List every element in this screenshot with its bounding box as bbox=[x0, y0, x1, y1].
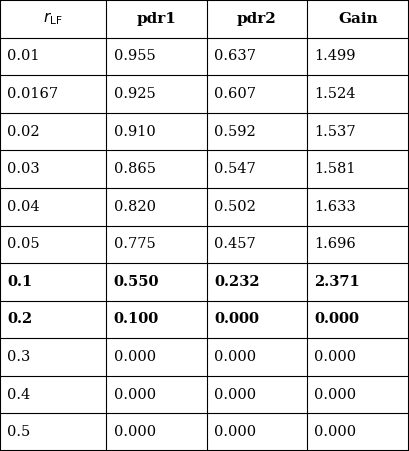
Text: 0.955: 0.955 bbox=[114, 49, 155, 64]
Text: 0.5: 0.5 bbox=[7, 425, 31, 439]
Text: 0.607: 0.607 bbox=[214, 87, 256, 101]
Text: 0.502: 0.502 bbox=[214, 200, 256, 214]
Text: 0.550: 0.550 bbox=[114, 275, 159, 289]
Text: 0.0167: 0.0167 bbox=[7, 87, 58, 101]
Text: 0.100: 0.100 bbox=[114, 313, 159, 327]
Text: 0.2: 0.2 bbox=[7, 313, 33, 327]
Text: 0.000: 0.000 bbox=[314, 313, 359, 327]
Text: 0.000: 0.000 bbox=[214, 425, 256, 439]
Text: 0.3: 0.3 bbox=[7, 350, 31, 364]
Text: 0.000: 0.000 bbox=[214, 350, 256, 364]
Text: 0.000: 0.000 bbox=[114, 425, 156, 439]
Text: 0.910: 0.910 bbox=[114, 124, 155, 138]
Text: 0.000: 0.000 bbox=[314, 387, 356, 402]
Text: 0.637: 0.637 bbox=[214, 49, 256, 64]
Text: 0.925: 0.925 bbox=[114, 87, 155, 101]
Text: 0.232: 0.232 bbox=[214, 275, 260, 289]
Text: 0.592: 0.592 bbox=[214, 124, 256, 138]
Text: 2.371: 2.371 bbox=[314, 275, 360, 289]
Text: 0.457: 0.457 bbox=[214, 237, 256, 251]
Text: 1.524: 1.524 bbox=[314, 87, 355, 101]
Text: 0.1: 0.1 bbox=[7, 275, 33, 289]
Text: 1.537: 1.537 bbox=[314, 124, 356, 138]
Text: 0.547: 0.547 bbox=[214, 162, 256, 176]
Text: Gain: Gain bbox=[338, 12, 378, 26]
Text: 0.775: 0.775 bbox=[114, 237, 155, 251]
Text: 0.820: 0.820 bbox=[114, 200, 156, 214]
Text: 0.000: 0.000 bbox=[114, 350, 156, 364]
Text: pdr2: pdr2 bbox=[237, 12, 276, 26]
Text: 0.000: 0.000 bbox=[214, 387, 256, 402]
Text: 1.696: 1.696 bbox=[314, 237, 356, 251]
Text: 1.499: 1.499 bbox=[314, 49, 355, 64]
Text: 0.01: 0.01 bbox=[7, 49, 40, 64]
Text: 0.02: 0.02 bbox=[7, 124, 40, 138]
Text: 0.4: 0.4 bbox=[7, 387, 31, 402]
Text: 0.865: 0.865 bbox=[114, 162, 156, 176]
Text: 0.03: 0.03 bbox=[7, 162, 40, 176]
Text: pdr1: pdr1 bbox=[137, 12, 176, 26]
Text: 0.000: 0.000 bbox=[314, 425, 356, 439]
Text: 1.633: 1.633 bbox=[314, 200, 356, 214]
Text: 0.000: 0.000 bbox=[214, 313, 259, 327]
Text: 0.000: 0.000 bbox=[314, 350, 356, 364]
Text: 1.581: 1.581 bbox=[314, 162, 355, 176]
Text: 0.05: 0.05 bbox=[7, 237, 40, 251]
Text: 0.04: 0.04 bbox=[7, 200, 40, 214]
Text: $r_{\mathrm{LF}}$: $r_{\mathrm{LF}}$ bbox=[43, 10, 63, 27]
Text: 0.000: 0.000 bbox=[114, 387, 156, 402]
